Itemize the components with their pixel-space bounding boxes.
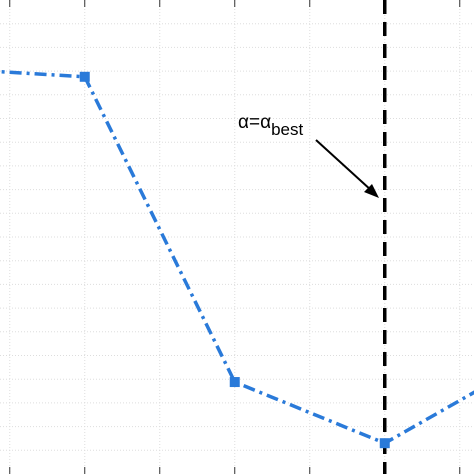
marker (379, 438, 390, 449)
annotation-text: α=α (238, 112, 271, 133)
marker (79, 71, 90, 82)
arrow-head (364, 184, 379, 198)
marker (229, 377, 240, 388)
annotation: α=αbest (238, 112, 303, 139)
annotation-subscript: best (271, 120, 303, 139)
line (0, 69, 474, 446)
arrow-line (315, 139, 373, 192)
